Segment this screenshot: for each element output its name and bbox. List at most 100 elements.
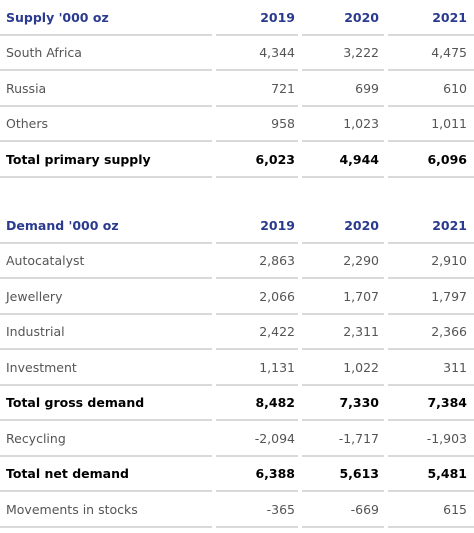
supply-header-2021: 2021 — [432, 9, 467, 25]
value-2021: 6,096 — [427, 151, 467, 167]
supply-header-row: Supply '000 oz 2019 2020 2021 — [0, 0, 474, 36]
row-divider — [388, 104, 474, 107]
value-2021: 2,366 — [431, 324, 467, 339]
row-divider — [0, 419, 212, 421]
demand-header-label: Demand '000 oz — [6, 217, 119, 233]
value-2020: 1,707 — [343, 288, 379, 304]
row-divider — [0, 312, 212, 315]
row-divider — [302, 312, 384, 315]
row-label: Movements in stocks — [6, 501, 138, 517]
value-2019: 4,344 — [259, 45, 295, 60]
supply-header-label: Supply '000 oz — [6, 9, 109, 25]
value-2019: 6,023 — [255, 151, 295, 167]
row-divider — [0, 33, 212, 36]
row-divider — [302, 175, 384, 178]
value-2021: 1,797 — [431, 288, 467, 304]
value-2019: 721 — [271, 80, 295, 96]
row-label: South Africa — [6, 45, 82, 60]
row-divider — [302, 383, 384, 386]
row-divider — [388, 312, 474, 315]
value-2020: -1,717 — [338, 430, 379, 446]
value-2020: -669 — [350, 501, 379, 517]
value-2019: 2,863 — [259, 253, 295, 268]
row-label: Jewellery — [6, 288, 63, 304]
row-divider — [216, 277, 298, 279]
row-divider — [0, 383, 212, 386]
row-divider — [0, 241, 212, 244]
row-divider — [216, 140, 298, 142]
value-2019: 2,422 — [259, 324, 295, 339]
row-divider — [216, 348, 298, 350]
row-divider — [302, 69, 384, 71]
row-divider — [302, 277, 384, 279]
value-2021: -1,903 — [426, 430, 467, 446]
row-divider — [302, 419, 384, 421]
row-divider — [0, 454, 212, 457]
row-divider — [216, 104, 298, 107]
value-2020: 4,944 — [339, 151, 379, 167]
row-divider — [388, 454, 474, 457]
value-2019: 2,066 — [259, 288, 295, 304]
value-2021: 615 — [443, 501, 467, 517]
row-divider — [388, 69, 474, 71]
total-gross-demand-row: Total gross demand 8,482 7,330 7,384 — [0, 386, 474, 421]
value-2019: -2,094 — [254, 430, 295, 446]
value-2021: 4,475 — [431, 45, 467, 60]
row-label: Industrial — [6, 324, 65, 339]
row-divider — [388, 140, 474, 142]
row-divider — [388, 277, 474, 279]
row-label: Total primary supply — [6, 151, 151, 167]
row-divider — [388, 419, 474, 421]
value-2020: 2,290 — [343, 253, 379, 268]
demand-header-2021: 2021 — [432, 217, 467, 233]
table-row: South Africa 4,344 3,222 4,475 — [0, 36, 474, 71]
demand-header-2020: 2020 — [344, 217, 379, 233]
value-2021: 7,384 — [427, 395, 467, 410]
row-label: Recycling — [6, 430, 66, 446]
row-divider — [302, 348, 384, 350]
row-divider — [388, 241, 474, 244]
value-2020: 699 — [355, 80, 379, 96]
table-row: Autocatalyst 2,863 2,290 2,910 — [0, 244, 474, 279]
supply-header-2020: 2020 — [344, 9, 379, 25]
movements-in-stocks-row: Movements in stocks -365 -669 615 — [0, 492, 474, 528]
demand-header-2019: 2019 — [260, 217, 295, 233]
table-row: Russia 721 699 610 — [0, 71, 474, 107]
value-2021: 1,011 — [431, 116, 467, 131]
row-divider — [388, 175, 474, 178]
demand-table: Demand '000 oz 2019 2020 2021 Autocataly… — [0, 208, 474, 528]
row-divider — [216, 525, 298, 528]
row-divider — [302, 104, 384, 107]
recycling-row: Recycling -2,094 -1,717 -1,903 — [0, 421, 474, 457]
row-label: Others — [6, 116, 49, 131]
row-divider — [388, 490, 474, 492]
value-2020: 5,613 — [339, 466, 379, 481]
row-divider — [0, 69, 212, 71]
value-2020: 3,222 — [343, 45, 379, 60]
row-divider — [388, 33, 474, 36]
value-2020: 1,023 — [343, 116, 379, 131]
row-divider — [388, 348, 474, 350]
supply-table: Supply '000 oz 2019 2020 2021 South Afri… — [0, 0, 474, 178]
row-divider — [302, 525, 384, 528]
row-divider — [302, 490, 384, 492]
row-divider — [216, 175, 298, 178]
row-divider — [302, 33, 384, 36]
row-divider — [216, 383, 298, 386]
value-2021: 311 — [443, 359, 467, 375]
value-2019: 6,388 — [255, 466, 295, 481]
supply-header-2019: 2019 — [260, 9, 295, 25]
row-label: Total gross demand — [6, 395, 145, 410]
row-label: Russia — [6, 80, 47, 96]
value-2021: 610 — [443, 80, 467, 96]
row-divider — [216, 490, 298, 492]
row-divider — [0, 348, 212, 350]
value-2021: 2,910 — [431, 253, 467, 268]
row-divider — [388, 383, 474, 386]
row-divider — [302, 140, 384, 142]
row-divider — [0, 140, 212, 142]
total-primary-supply-row: Total primary supply 6,023 4,944 6,096 — [0, 142, 474, 178]
value-2020: 1,022 — [343, 359, 379, 375]
value-2019: 958 — [271, 116, 295, 131]
row-divider — [216, 312, 298, 315]
